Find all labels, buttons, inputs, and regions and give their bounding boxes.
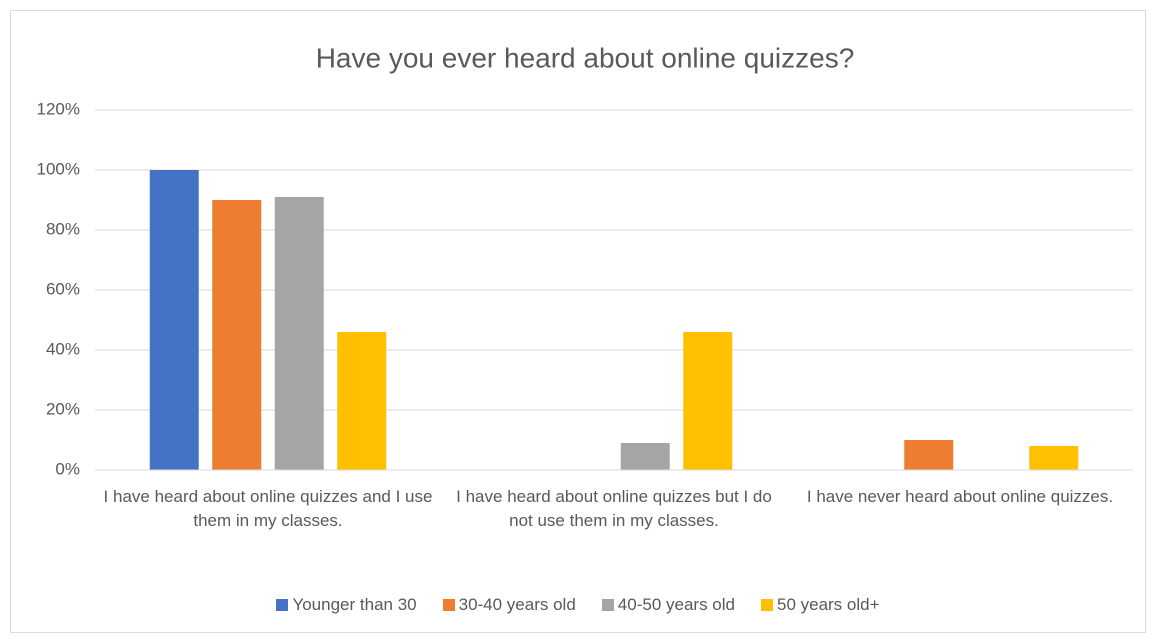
legend-label: Younger than 30 [292,595,417,614]
y-tick-label: 80% [46,219,80,238]
legend-label: 40-50 years old [617,595,735,614]
legend-item: 50 years old+ [760,595,880,615]
bar [274,197,324,470]
legend-label: 30-40 years old [458,595,576,614]
y-tick-label: 100% [37,159,80,178]
x-tick-label: I have heard about online quizzes but I … [456,487,772,530]
y-tick-label: 40% [46,339,80,358]
legend-item: 40-50 years old [601,595,735,615]
chart-title: Have you ever heard about online quizzes… [316,42,855,73]
x-tick-label: I have never heard about online quizzes. [806,487,1114,506]
y-tick-label: 120% [37,99,80,118]
bar [620,443,670,470]
legend-swatch [760,599,773,611]
chart-border [10,10,1146,633]
bar [683,332,733,470]
legend-item: Younger than 30 [276,595,417,615]
y-tick-label: 60% [46,279,80,298]
legend-swatch [442,599,455,611]
bar [904,440,954,470]
bar [1029,446,1079,470]
y-tick-label: 20% [46,399,80,418]
x-tick-label: I have heard about online quizzes and I … [103,487,433,530]
legend-swatch [601,599,614,611]
legend: Younger than 30 30-40 years old 40-50 year… [0,595,1156,615]
legend-swatch [276,599,289,611]
legend-item: 30-40 years old [442,595,576,615]
legend-label: 50 years old+ [776,595,880,614]
bar [149,170,199,470]
y-tick-label: 0% [55,459,80,478]
bar [337,332,387,470]
bar [212,200,262,470]
